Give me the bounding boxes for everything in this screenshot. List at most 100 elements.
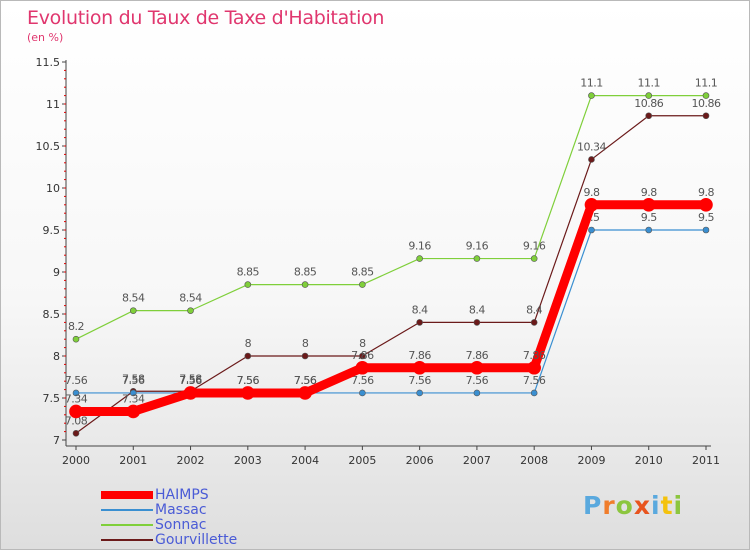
data-point-gourvillette <box>416 319 423 326</box>
logo-letter: x <box>633 491 651 520</box>
legend-label: Gourvillette <box>155 532 238 548</box>
x-tick-label: 2001 <box>119 454 147 467</box>
series-line-haimps <box>76 200 706 416</box>
x-tick-label: 2010 <box>635 454 663 467</box>
data-label-haimps: 7.86 <box>351 349 374 362</box>
data-label-gourvillette: 8 <box>245 337 252 350</box>
logo-letter: o <box>615 491 634 520</box>
x-tick-label: 2005 <box>348 454 376 467</box>
data-label-sonnac: 8.85 <box>294 266 317 279</box>
x-tick-label: 2011 <box>692 454 720 467</box>
x-tick-label: 2006 <box>406 454 434 467</box>
data-label-sonnac: 11.1 <box>695 77 718 90</box>
data-point-massac <box>359 389 366 397</box>
y-tick-label: 8 <box>53 350 60 363</box>
data-label-sonnac: 9.16 <box>523 240 546 253</box>
data-label-haimps: 7.86 <box>408 349 431 362</box>
data-label-sonnac: 11.1 <box>637 77 660 90</box>
data-label-massac: 7.56 <box>237 374 260 387</box>
data-point-sonnac <box>588 92 595 99</box>
data-point-sonnac <box>359 281 366 288</box>
data-label-haimps: 9.8 <box>583 186 599 199</box>
data-point-sonnac <box>301 281 309 288</box>
data-point-massac <box>72 389 80 397</box>
data-label-haimps: 9.8 <box>698 186 714 199</box>
y-tick-label: 11 <box>46 98 60 111</box>
data-label-gourvillette: 10.86 <box>634 97 663 110</box>
proxiti-logo: Proxiti <box>583 491 683 520</box>
data-point-haimps <box>412 360 427 375</box>
data-point-gourvillette <box>473 319 481 326</box>
logo-letter: i <box>673 491 684 520</box>
y-tick-label: 7 <box>53 434 60 447</box>
data-point-sonnac <box>129 307 137 314</box>
data-label-gourvillette: 7.58 <box>179 372 202 385</box>
data-label-gourvillette: 7.08 <box>65 414 88 427</box>
data-point-haimps <box>584 198 599 212</box>
y-tick-label: 8.5 <box>43 308 61 321</box>
data-point-sonnac <box>530 255 538 262</box>
data-point-haimps <box>126 404 141 419</box>
data-point-massac <box>473 389 481 397</box>
data-point-gourvillette <box>530 319 538 326</box>
data-label-gourvillette: 10.34 <box>577 140 606 153</box>
data-point-massac <box>416 389 423 397</box>
y-tick-label: 9 <box>53 266 60 279</box>
chart-subtitle: (en %) <box>27 31 64 44</box>
data-label-haimps: 7.56 <box>237 374 260 387</box>
data-label-haimps: 7.56 <box>179 374 202 387</box>
data-label-massac: 7.56 <box>351 374 374 387</box>
data-label-massac: 7.56 <box>466 374 489 387</box>
data-point-gourvillette <box>359 352 366 360</box>
x-tick-label: 2007 <box>463 454 491 467</box>
y-tick-label: 10 <box>46 182 60 195</box>
legend-label: Massac <box>155 502 207 518</box>
data-point-sonnac <box>702 92 710 99</box>
data-label-haimps: 7.34 <box>122 392 145 405</box>
data-point-haimps <box>183 386 198 400</box>
data-point-haimps <box>241 386 255 400</box>
data-label-massac: 7.56 <box>294 374 317 387</box>
data-label-sonnac: 11.1 <box>580 77 603 90</box>
data-label-sonnac: 8.85 <box>237 266 260 279</box>
data-point-gourvillette <box>244 352 252 360</box>
data-point-massac <box>530 389 538 397</box>
data-point-massac <box>702 226 710 234</box>
data-point-sonnac <box>244 281 252 288</box>
data-point-massac <box>645 226 653 234</box>
data-point-haimps <box>641 198 656 212</box>
data-point-sonnac <box>645 92 653 99</box>
data-label-gourvillette: 8.4 <box>526 303 542 316</box>
legend-swatch <box>101 539 153 541</box>
data-point-massac <box>588 226 595 234</box>
data-label-gourvillette: 7.58 <box>122 372 145 385</box>
data-point-gourvillette <box>301 352 309 360</box>
legend-swatch <box>101 509 153 511</box>
x-tick-label: 2008 <box>520 454 548 467</box>
data-point-haimps <box>355 360 370 375</box>
data-point-gourvillette <box>702 112 710 120</box>
data-point-haimps <box>69 404 83 419</box>
data-label-sonnac: 8.2 <box>68 320 84 333</box>
series-line-gourvillette <box>75 115 706 434</box>
data-label-gourvillette: 8 <box>359 337 366 350</box>
legend-label: Sonnac <box>155 517 207 533</box>
data-label-massac: 7.56 <box>122 374 145 387</box>
logo-letter: r <box>602 491 616 520</box>
data-label-massac: 7.56 <box>179 374 202 387</box>
data-point-haimps <box>298 386 312 400</box>
data-label-haimps: 9.8 <box>641 186 657 199</box>
data-point-gourvillette <box>588 156 595 163</box>
x-tick-label: 2009 <box>577 454 605 467</box>
data-label-sonnac: 8.54 <box>179 292 202 305</box>
data-label-gourvillette: 8 <box>302 337 309 350</box>
x-tick-label: 2003 <box>234 454 262 467</box>
x-tick-label: 2000 <box>62 454 90 467</box>
data-label-massac: 7.56 <box>523 374 546 387</box>
y-tick-label: 11.5 <box>36 56 61 69</box>
data-label-haimps: 7.86 <box>523 349 546 362</box>
data-point-haimps <box>470 360 484 375</box>
logo-letter: P <box>583 491 603 520</box>
data-point-sonnac <box>187 307 194 314</box>
